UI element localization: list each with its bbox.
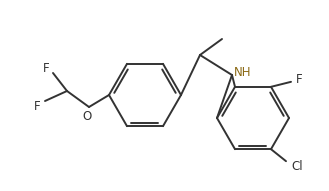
- Text: NH: NH: [234, 66, 252, 79]
- Text: F: F: [34, 100, 40, 112]
- Text: O: O: [82, 109, 91, 122]
- Text: F: F: [296, 73, 302, 86]
- Text: Cl: Cl: [291, 160, 303, 173]
- Text: F: F: [43, 62, 49, 74]
